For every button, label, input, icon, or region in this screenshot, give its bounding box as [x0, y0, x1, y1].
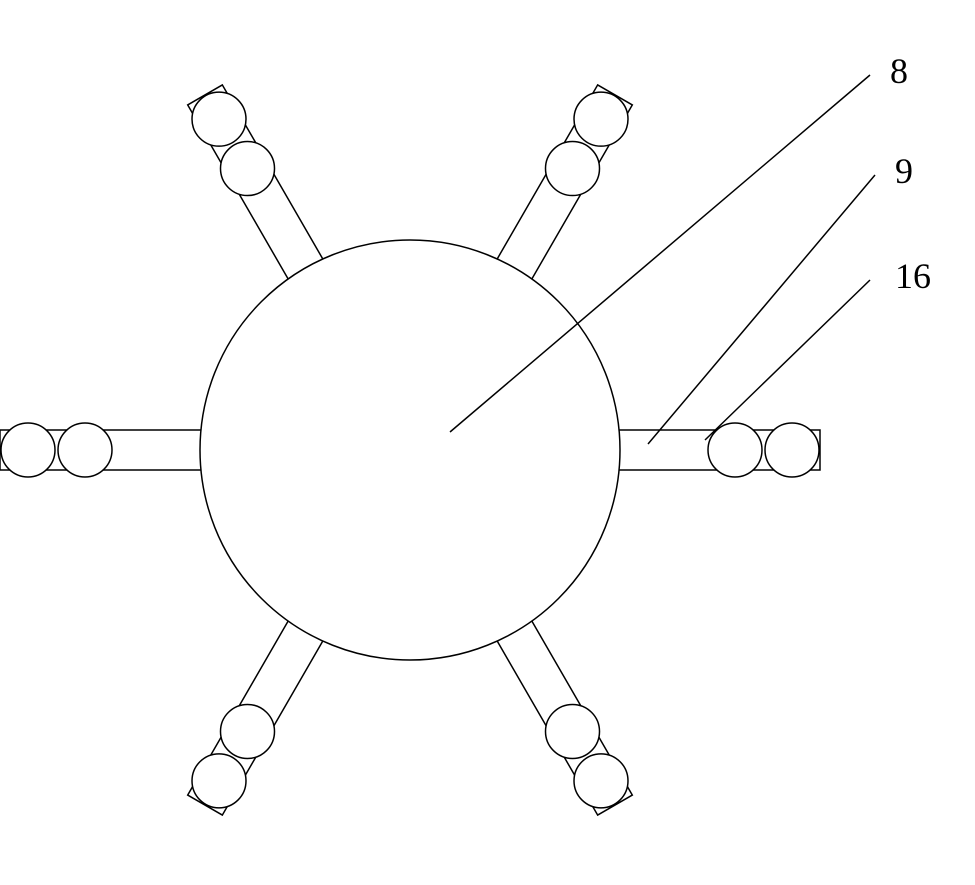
- arm-hole: [221, 142, 275, 196]
- arm-hole: [765, 423, 819, 477]
- arm-hole: [546, 704, 600, 758]
- leader-line: [705, 280, 870, 440]
- arm-hole: [192, 92, 246, 146]
- arm-hole: [192, 754, 246, 808]
- arm-hole: [574, 92, 628, 146]
- arm-hole: [1, 423, 55, 477]
- arm-hole: [574, 754, 628, 808]
- diagram-canvas: 8 9 16: [0, 0, 975, 885]
- callout-label: 8: [890, 51, 908, 91]
- leader-line: [648, 175, 875, 444]
- arm-hole: [221, 704, 275, 758]
- arm-hole: [58, 423, 112, 477]
- callout-label: 9: [895, 151, 913, 191]
- callout-label: 16: [895, 256, 931, 296]
- arm-hole: [708, 423, 762, 477]
- arm-hole: [546, 142, 600, 196]
- hub-circle: [200, 240, 620, 660]
